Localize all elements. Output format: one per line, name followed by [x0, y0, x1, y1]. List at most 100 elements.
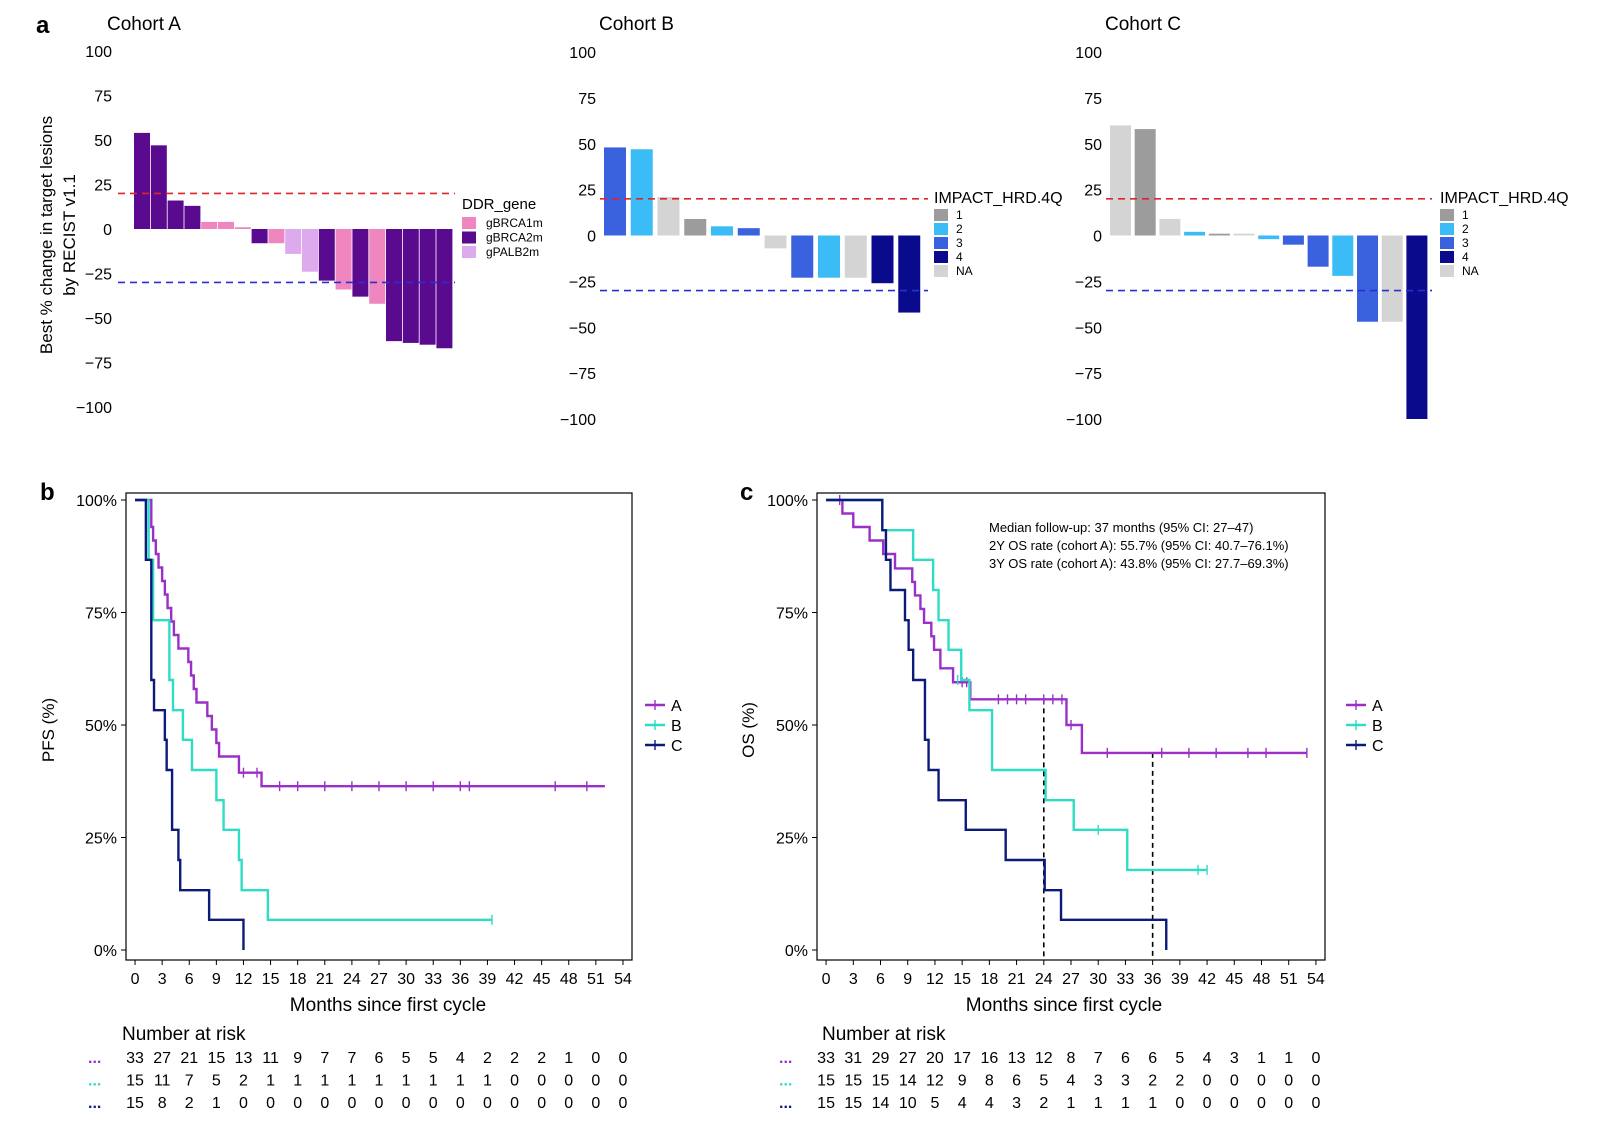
waterfall-bar: [604, 147, 626, 236]
risk-count-A: 29: [872, 1050, 890, 1067]
y-tick-label: −75: [569, 366, 596, 383]
waterfall-charts: Cohort A1007550250−25−50−75−100DDR_geneg…: [76, 14, 1569, 429]
waterfall-bar: [218, 221, 234, 229]
risk-count-C: 8: [158, 1095, 167, 1112]
risk-row-marker-C: ...: [88, 1095, 101, 1112]
legend-label-C: C: [671, 738, 683, 755]
y-tick-label: 50: [94, 133, 112, 150]
legend-swatch: [1440, 223, 1454, 235]
risk-count-C: 0: [564, 1095, 573, 1112]
risk-count-B: 1: [483, 1073, 492, 1090]
risk-count-C: 0: [1230, 1095, 1239, 1112]
risk-count-A: 9: [293, 1050, 302, 1067]
x-tick-label: 42: [506, 971, 524, 988]
km-curve-C: [135, 498, 245, 950]
x-tick-label: 36: [1144, 971, 1162, 988]
y-tick-label: 0: [587, 229, 596, 246]
x-tick-label: 48: [560, 971, 578, 988]
x-tick-label: 54: [614, 971, 632, 988]
panel-c-ylabel: OS (%): [739, 702, 758, 758]
waterfall-bar: [1357, 235, 1378, 322]
waterfall-bar: [251, 229, 268, 244]
waterfall-bar: [630, 149, 653, 236]
risk-count-A: 3: [1230, 1050, 1239, 1067]
os-annotation-median: Median follow-up: 37 months (95% CI: 27–…: [989, 520, 1253, 535]
pfs-km-plot: 0%25%50%75%100%0 3 6 9 12 15 18 21 24 27 30 33 36 39 4…: [76, 492, 683, 1112]
risk-count-B: 0: [1257, 1073, 1266, 1090]
risk-count-B: 15: [817, 1073, 835, 1090]
risk-count-C: 0: [1311, 1095, 1320, 1112]
waterfall-bar: [201, 221, 218, 229]
waterfall-bar: [369, 229, 386, 304]
y-tick-label: −25: [1075, 274, 1102, 291]
x-tick-label: 18: [980, 971, 998, 988]
y-tick-label: 75: [1084, 91, 1102, 108]
risk-row-marker-A: ...: [779, 1050, 792, 1067]
risk-count-C: 2: [185, 1095, 194, 1112]
legend-swatch: [462, 231, 476, 244]
y-tick-label: −100: [1066, 412, 1102, 429]
waterfall-bar: [711, 226, 733, 236]
risk-count-B: 5: [212, 1073, 221, 1090]
risk-count-B: 1: [293, 1073, 302, 1090]
y-tick-label: 25%: [776, 831, 808, 848]
legend-label: 4: [1462, 250, 1469, 264]
x-tick-label: 27: [370, 971, 388, 988]
x-tick-label: 39: [1171, 971, 1189, 988]
y-tick-label: −50: [85, 311, 112, 328]
cohort-title: Cohort B: [599, 14, 674, 35]
risk-count-A: 4: [456, 1050, 465, 1067]
risk-count-B: 11: [154, 1073, 171, 1090]
risk-count-A: 6: [1121, 1050, 1130, 1067]
legend-label: 1: [956, 208, 963, 222]
waterfall-bar: [150, 145, 167, 229]
risk-count-B: 1: [456, 1073, 465, 1090]
waterfall-bar: [844, 235, 867, 278]
risk-count-A: 8: [1067, 1050, 1076, 1067]
x-tick-label: 33: [1117, 971, 1135, 988]
risk-count-C: 4: [958, 1095, 967, 1112]
x-tick-label: 9: [903, 971, 912, 988]
risk-row-marker-B: ...: [88, 1073, 101, 1090]
legend-label: NA: [1462, 264, 1479, 278]
y-tick-label: −50: [569, 320, 596, 337]
x-tick-label: 42: [1198, 971, 1216, 988]
risk-count-C: 5: [930, 1095, 939, 1112]
cohort-title: Cohort C: [1105, 14, 1181, 35]
km-curve-B: [135, 498, 492, 922]
risk-count-A: 1: [1284, 1050, 1293, 1067]
risk-count-C: 0: [429, 1095, 438, 1112]
risk-count-A: 4: [1203, 1050, 1212, 1067]
waterfall-bar: [352, 229, 369, 297]
panel-b-label: b: [40, 479, 55, 506]
x-tick-label: 54: [1307, 971, 1325, 988]
risk-count-B: 0: [564, 1073, 573, 1090]
y-tick-label: 25: [94, 178, 112, 195]
waterfall-bar: [167, 200, 184, 229]
legend-label: 3: [956, 236, 963, 250]
y-tick-label: −50: [1075, 320, 1102, 337]
risk-count-C: 3: [1012, 1095, 1021, 1112]
x-tick-label: 15: [953, 971, 971, 988]
legend-label: 3: [1462, 236, 1469, 250]
risk-count-B: 15: [126, 1073, 144, 1090]
risk-count-C: 0: [347, 1095, 356, 1112]
risk-count-C: 0: [320, 1095, 329, 1112]
y-tick-label: 50%: [85, 718, 117, 735]
risk-count-A: 27: [899, 1050, 917, 1067]
waterfall-bar: [1159, 218, 1181, 236]
waterfall-bar: [436, 229, 453, 349]
legend-swatch: [1440, 209, 1454, 221]
risk-count-A: 2: [510, 1050, 519, 1067]
legend-label: gBRCA1m: [486, 216, 543, 230]
x-tick-label: 27: [1062, 971, 1080, 988]
panel-a-ylabel-line1: Best % change in target lesions: [37, 116, 56, 354]
risk-count-C: 0: [510, 1095, 519, 1112]
waterfall-bar: [871, 235, 894, 284]
risk-count-A: 21: [180, 1050, 198, 1067]
risk-count-A: 20: [926, 1050, 944, 1067]
risk-count-B: 6: [1012, 1073, 1021, 1090]
waterfall-bar: [1307, 235, 1329, 267]
risk-count-C: 15: [844, 1095, 862, 1112]
